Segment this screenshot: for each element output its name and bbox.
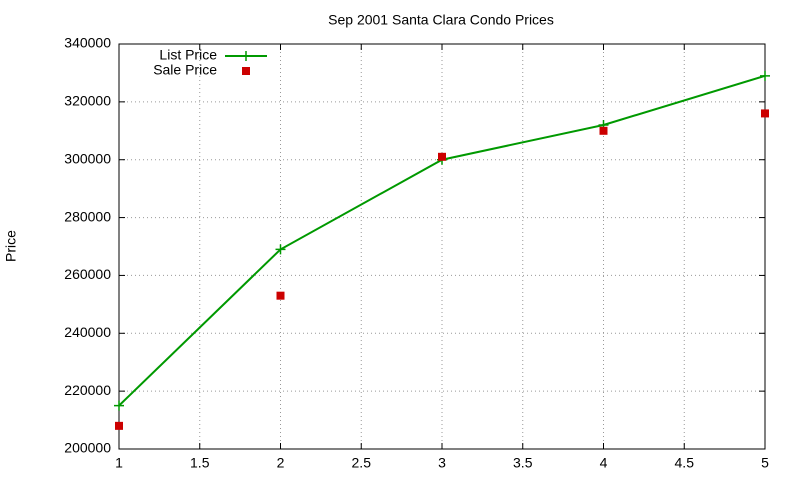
y-tick-label: 260000 — [64, 266, 111, 282]
y-tick-label: 200000 — [64, 440, 111, 456]
y-tick-label: 280000 — [64, 208, 111, 224]
point — [276, 291, 285, 300]
point — [438, 152, 446, 161]
y-tick-label: 320000 — [64, 93, 111, 109]
x-tick-label: 1.5 — [190, 455, 210, 471]
x-tick-label: 2 — [277, 455, 285, 471]
x-tick-label: 4.5 — [675, 455, 695, 471]
y-tick-label: 300000 — [64, 150, 111, 166]
y-axis-label: Price — [3, 230, 19, 262]
y-tick-label: 240000 — [64, 324, 111, 340]
x-tick-label: 3.5 — [513, 455, 533, 471]
y-tick-label: 340000 — [64, 35, 111, 51]
point — [760, 70, 770, 81]
legend-label: Sale Price — [153, 62, 217, 78]
x-tick-label: 2.5 — [352, 455, 372, 471]
point — [115, 421, 123, 430]
x-tick-label: 4 — [600, 455, 608, 471]
x-tick-label: 3 — [438, 455, 446, 471]
point — [599, 126, 608, 135]
x-tick-label: 5 — [761, 455, 769, 471]
legend-marker — [242, 67, 250, 75]
legend-label: List Price — [159, 47, 217, 63]
point — [761, 109, 769, 118]
y-tick-label: 220000 — [64, 382, 111, 398]
point — [275, 244, 286, 255]
x-tick-label: 1 — [115, 455, 123, 471]
point — [114, 400, 124, 411]
chart-title: Sep 2001 Santa Clara Condo Prices — [328, 12, 554, 28]
legend-marker — [241, 51, 251, 61]
plot-frame — [118, 43, 766, 450]
